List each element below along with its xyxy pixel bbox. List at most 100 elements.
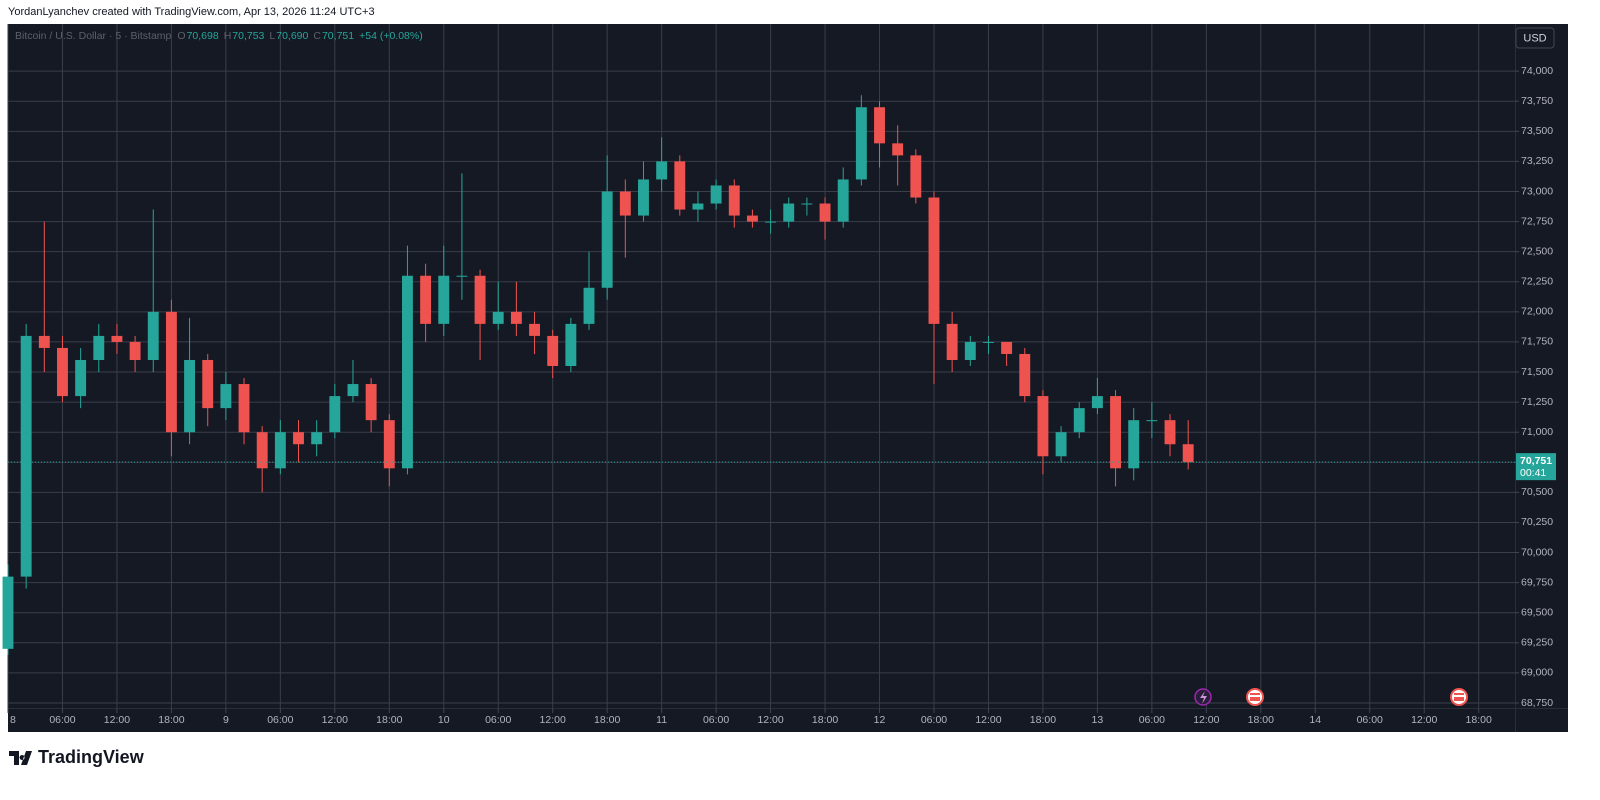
candle-body [874, 107, 885, 144]
candle-body [293, 432, 304, 445]
x-tick-label: 12:00 [322, 714, 348, 726]
candle-body [1055, 432, 1067, 457]
y-tick-label: 71,000 [1521, 426, 1553, 438]
event-icons [1194, 688, 1468, 706]
x-tick-label: 12:00 [1193, 714, 1219, 726]
y-tick-label: 73,000 [1521, 185, 1553, 197]
last-price-badge [1516, 453, 1556, 481]
candle-body [383, 420, 395, 469]
symbol-name: Bitcoin / U.S. Dollar · 5 · Bitstamp [15, 30, 172, 42]
candle-body [1182, 444, 1194, 463]
candle-body [474, 275, 486, 324]
event-icon-glyph [1200, 691, 1207, 704]
x-tick-label: 18:00 [158, 714, 184, 726]
x-tick-label: 06:00 [703, 714, 729, 726]
candle-body [964, 341, 976, 360]
candle-body [365, 384, 377, 421]
candle-body [220, 384, 232, 409]
candle-body [583, 287, 595, 324]
brand-logo: TradingView [9, 747, 145, 767]
candle-body [1001, 341, 1013, 354]
x-tick-label: 06:00 [267, 714, 293, 726]
currency-button[interactable] [1515, 27, 1555, 49]
candle-body [601, 191, 613, 288]
candle-body [1164, 420, 1176, 445]
candle-body [946, 323, 958, 360]
x-tick-label: 12:00 [975, 714, 1001, 726]
candle-body [674, 161, 686, 210]
x-tick-label: 18:00 [1466, 714, 1492, 726]
y-tick-label: 69,250 [1521, 637, 1553, 649]
y-tick-label: 68,750 [1521, 697, 1553, 709]
candle-body [238, 384, 250, 433]
y-tick-label: 72,000 [1521, 306, 1553, 318]
y-tick-label: 71,750 [1521, 336, 1553, 348]
y-tick-label: 69,500 [1521, 607, 1553, 619]
ohlc-value: 70,753 [232, 30, 264, 42]
y-tick-label: 72,250 [1521, 276, 1553, 288]
x-tick-label: 12:00 [757, 714, 783, 726]
ohlc-value: 70,698 [187, 30, 219, 42]
candle-body [819, 203, 831, 222]
brand-name: TradingView [38, 747, 145, 767]
symbol-legend: Bitcoin / U.S. Dollar · 5 · Bitstamp O 70,… [15, 30, 423, 42]
candle-body [1037, 396, 1049, 457]
candle-body [456, 275, 468, 277]
candle-body [438, 275, 450, 324]
x-tick-label: 12:00 [104, 714, 130, 726]
x-tick-label: 18:00 [812, 714, 838, 726]
x-tick-label: 13 [1092, 714, 1104, 726]
candle-body [184, 359, 196, 433]
x-tick-label: 11 [656, 714, 667, 726]
x-tick-label: 18:00 [1030, 714, 1056, 726]
y-tick-label: 69,000 [1521, 667, 1553, 679]
y-tick-label: 70,000 [1521, 546, 1553, 558]
chart-background [8, 24, 1568, 732]
y-tick-label: 70,250 [1521, 516, 1553, 528]
y-tick-label: 72,750 [1521, 215, 1553, 227]
x-tick-label: 10 [438, 714, 450, 726]
currency-button-label[interactable]: USD [1523, 32, 1546, 44]
last-price-label: 70,751 [1520, 455, 1552, 467]
candle-body [837, 179, 849, 222]
candles [2, 95, 1515, 655]
candle-body [565, 323, 577, 366]
candle-body [619, 191, 631, 216]
x-tick-label: 06:00 [485, 714, 511, 726]
y-tick-label: 72,500 [1521, 245, 1553, 257]
change-value: +54 (+0.08%) [359, 30, 423, 42]
candle-body [1091, 396, 1103, 409]
candle-body [765, 221, 777, 223]
candle-body [510, 311, 522, 324]
x-tick-label: 12:00 [1411, 714, 1437, 726]
header-text: YordanLyanchev created with TradingView.… [8, 6, 375, 18]
x-tick-label: 18:00 [1248, 714, 1274, 726]
candle-body [1146, 420, 1158, 422]
y-tick-label: 73,750 [1521, 95, 1553, 107]
x-tick-label: 12 [874, 714, 886, 726]
candle-body [401, 275, 413, 469]
candle-body [529, 323, 540, 336]
ohlc-key: L [269, 30, 275, 42]
candle-body [892, 143, 904, 156]
candle-body [202, 359, 214, 409]
y-tick-label: 69,750 [1521, 576, 1553, 588]
x-tick-label: 12:00 [540, 714, 566, 726]
event-icon-glyph [1454, 695, 1464, 697]
candle-body [165, 311, 177, 433]
y-tick-label: 70,500 [1521, 486, 1553, 498]
x-tick-label: 9 [223, 714, 229, 726]
candle-body [783, 203, 795, 222]
brand-icon [9, 751, 32, 765]
countdown-label: 00:41 [1520, 467, 1546, 479]
candle-body [638, 179, 649, 216]
y-tick-label: 71,250 [1521, 396, 1553, 408]
x-tick-label: 18:00 [594, 714, 620, 726]
event-icon-glyph [1250, 695, 1260, 697]
ohlc-key: H [224, 30, 232, 42]
candle-body [38, 335, 50, 348]
candle-body [547, 335, 559, 366]
x-tick-label: 18:00 [376, 714, 402, 726]
